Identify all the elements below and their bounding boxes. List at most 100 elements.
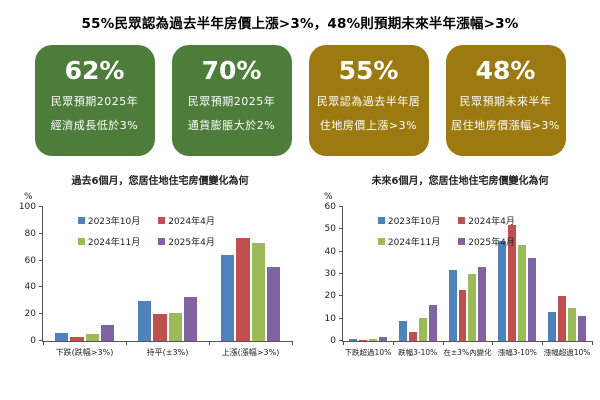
bar-2025年4月 [266, 267, 281, 341]
bar-2024年11月 [568, 307, 577, 341]
bar-2023年10月 [398, 320, 407, 341]
y-tick-mark [339, 206, 343, 207]
bar-2024年11月 [168, 312, 182, 341]
y-tick-mark [339, 228, 343, 230]
legend-item-2024年11月: 2024年11月 [377, 235, 441, 248]
y-tick-label: 30 [324, 269, 336, 279]
x-tick-mark [126, 341, 127, 345]
y-tick-mark [339, 340, 343, 341]
stat-value: 48% [475, 56, 536, 85]
chart-plot-area: % 0 20 40 60 80 100 下跌(跌幅>3%) 持平(±3%) 上漲(漲幅>3%) 20… [0, 190, 300, 376]
bar-group: 下跌超過10% [343, 207, 393, 357]
y-tick-label: 60 [24, 255, 36, 266]
bar-2023年10月 [137, 300, 152, 341]
bar-groups: 下跌(跌幅>3%) 持平(±3%) 上漲(漲幅>3%) [43, 207, 292, 357]
bar-2024年4月 [236, 237, 250, 341]
x-axis-category-label: 漲幅超過10% [543, 348, 591, 357]
bar-2025年4月 [183, 296, 198, 341]
x-tick-mark [343, 341, 344, 345]
legend-item-2023年10月: 2023年10月 [77, 214, 141, 227]
bar-2025年4月 [428, 305, 437, 341]
charts-row: 過去6個月，您居住地住宅房價變化為何 % 0 20 40 60 80 100 下跌(跌幅>3%… [0, 172, 600, 376]
bar-2024年4月 [508, 224, 517, 341]
x-axis-category-label: 上漲(漲幅>3%) [221, 348, 280, 357]
x-axis-category-label: 下跌(跌幅>3%) [55, 348, 114, 357]
chart-legend: 2023年10月 2024年4月 2024年11月 2025年4月 [377, 214, 515, 248]
y-tick-mark [339, 317, 343, 319]
y-tick-label: 60 [324, 202, 336, 212]
x-tick-mark [292, 341, 293, 345]
y-tick-label: 20 [24, 309, 36, 320]
stat-label-line: 通貨膨脹大於2% [187, 119, 276, 132]
y-tick-label: 80 [24, 228, 36, 239]
legend-item-2023年10月: 2023年10月 [377, 214, 440, 227]
bar-2025年4月 [478, 267, 487, 341]
y-tick-label: 0 [330, 336, 336, 346]
x-tick-mark [442, 341, 444, 345]
y-tick-label: 0 [30, 336, 36, 346]
bar-group: 漲幅3-10% [492, 207, 542, 357]
y-axis-unit-label: % [24, 192, 33, 202]
legend-item-2024年4月: 2024年4月 [158, 214, 215, 227]
x-axis-category-label: 下跌超過10% [344, 348, 392, 357]
x-tick-mark [542, 341, 544, 345]
bar-2025年4月 [578, 316, 586, 341]
chart-title: 未來6個月，您居住地住宅房價變化為何 [371, 176, 549, 187]
stat-label-line: 民眾預期2025年 [50, 95, 139, 108]
x-tick-mark [209, 341, 210, 345]
bar-2023年10月 [220, 255, 235, 341]
bar-2024年4月 [458, 289, 467, 341]
stat-label-line: 民眾預期未來半年 [459, 95, 552, 108]
legend-label: 2023年10月 [87, 216, 141, 227]
plot-frame: 0 10 20 30 40 50 60 下跌超過10% 跌幅3-10% 在±3%內變化 漲幅3-10… [325, 202, 593, 357]
legend-swatch-icon [377, 216, 385, 224]
chart-title: 過去6個月，您居住地住宅房價變化為何 [71, 176, 249, 187]
legend-item-2024年11月: 2024年11月 [77, 235, 141, 248]
chart-past-6-months: 過去6個月，您居住地住宅房價變化為何 % 0 20 40 60 80 100 下跌(跌幅>3%… [0, 172, 300, 376]
bar-2024年11月 [518, 244, 527, 341]
bar-2024年11月 [85, 334, 99, 341]
bar-2025年4月 [100, 324, 115, 341]
y-tick-mark [39, 259, 43, 261]
legend-label: 2024年11月 [387, 237, 441, 248]
legend-swatch-icon [77, 237, 85, 245]
y-tick-mark [39, 286, 43, 288]
y-tick-label: 100 [18, 202, 36, 212]
stat-value: 55% [338, 56, 399, 85]
y-tick-label: 10 [324, 313, 336, 324]
y-tick-mark [39, 313, 43, 315]
bar-group: 漲幅超過10% [542, 207, 592, 357]
bar-2024年4月 [358, 339, 367, 341]
legend-swatch-icon [458, 237, 466, 245]
page-title: 55%民眾認為過去半年房價上漲>3%，48%則預期未來半年漲幅>3% [81, 16, 519, 32]
y-tick-label: 20 [324, 291, 336, 302]
stat-value: 70% [201, 56, 262, 85]
bar-group: 跌幅3-10% [393, 207, 443, 357]
bar-group: 在±3%內變化 [443, 207, 493, 357]
bar-2023年10月 [448, 269, 457, 341]
x-tick-mark [492, 341, 494, 345]
x-axis-category-label: 持平(±3%) [146, 348, 189, 357]
y-axis-unit-label: % [324, 192, 333, 202]
legend-item-2025年4月: 2025年4月 [458, 235, 515, 248]
plot-frame: 0 20 40 60 80 100 下跌(跌幅>3%) 持平(±3%) 上漲(漲幅>3%) 202… [19, 202, 293, 357]
bar-group: 上漲(漲幅>3%) [209, 207, 292, 357]
stat-label-line: 居住地房價漲幅>3% [451, 119, 560, 132]
x-tick-mark [392, 341, 394, 345]
legend-label: 2024年11月 [87, 237, 141, 248]
bar-2024年4月 [558, 296, 567, 341]
bar-2023年10月 [54, 332, 69, 341]
legend-swatch-icon [158, 237, 166, 245]
x-tick-mark [43, 341, 44, 345]
stat-label-line: 經濟成長低於3% [50, 119, 139, 132]
stat-label-line: 住地房價上漲>3% [319, 119, 418, 132]
chart-plot-area: % 0 10 20 30 40 50 60 下跌超過10% 跌幅3-10% 在±3%內變化 漲幅3-1… [300, 190, 600, 376]
stat-box-economic-growth: 62% 民眾預期2025年 經濟成長低於3% [34, 45, 155, 156]
stat-label-line: 民眾認為過去半年居 [316, 95, 421, 108]
legend-label: 2025年4月 [468, 237, 515, 248]
bar-2024年11月 [251, 243, 265, 341]
bar-2024年11月 [418, 317, 427, 341]
bar-group: 下跌(跌幅>3%) [43, 207, 126, 357]
x-axis-category-label: 在±3%內變化 [443, 348, 492, 357]
bar-group: 持平(±3%) [126, 207, 209, 357]
